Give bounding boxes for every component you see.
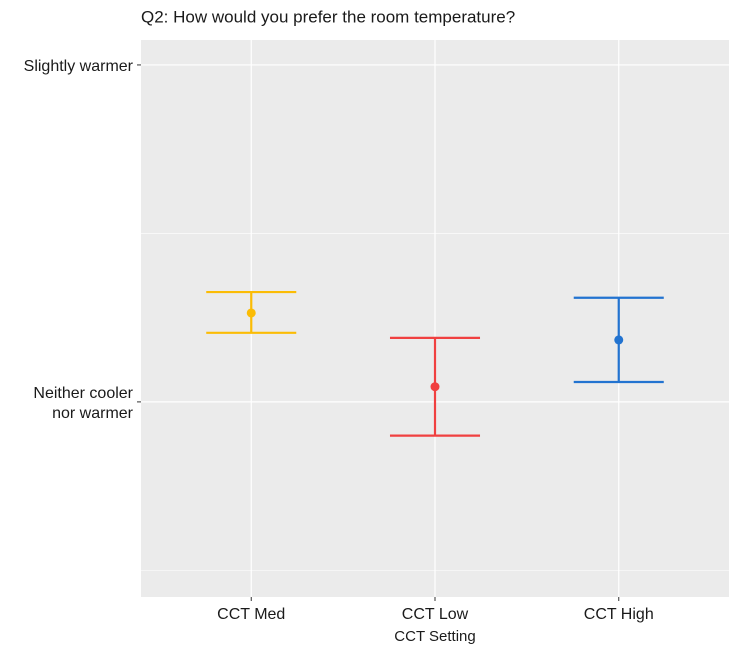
- point: [246, 308, 256, 318]
- point: [430, 382, 440, 392]
- x-axis-title: CCT Setting: [394, 628, 475, 645]
- point: [614, 335, 624, 345]
- x-tick-label: CCT Med: [217, 606, 285, 623]
- chart-title: Q2: How would you prefer the room temper…: [141, 7, 515, 26]
- y-tick-label: Slightly warmer: [23, 57, 133, 75]
- x-tick-label: CCT High: [584, 606, 654, 623]
- y-tick-label: Neither cooler nor warmer: [33, 384, 133, 422]
- x-tick-label: CCT Low: [402, 606, 469, 623]
